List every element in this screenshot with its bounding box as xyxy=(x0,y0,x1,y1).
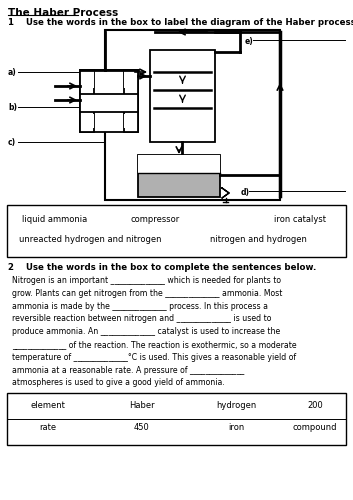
Text: e): e) xyxy=(245,37,254,46)
Text: 200: 200 xyxy=(307,401,323,410)
Text: ammonia at a reasonable rate. A pressure of ______________: ammonia at a reasonable rate. A pressure… xyxy=(12,366,244,374)
Text: atmospheres is used to give a good yield of ammonia.: atmospheres is used to give a good yield… xyxy=(12,378,225,388)
Bar xyxy=(82,70,94,88)
Text: 2    Use the words in the box to complete the sentences below.: 2 Use the words in the box to complete t… xyxy=(8,263,316,272)
Text: Nitrogen is an important ______________ which is needed for plants to: Nitrogen is an important ______________ … xyxy=(12,276,281,285)
Bar xyxy=(7,393,346,445)
Bar xyxy=(124,70,138,132)
Text: d): d) xyxy=(241,188,250,197)
Bar xyxy=(138,155,220,197)
Text: unreacted hydrogen and nitrogen: unreacted hydrogen and nitrogen xyxy=(19,235,161,244)
Bar xyxy=(138,155,220,173)
Bar xyxy=(80,70,138,132)
Text: hydrogen: hydrogen xyxy=(216,401,256,410)
Text: ______________ of the reaction. The reaction is exothermic, so a moderate: ______________ of the reaction. The reac… xyxy=(12,340,297,349)
Bar xyxy=(80,70,94,132)
Bar xyxy=(7,205,346,257)
Text: 1    Use the words in the box to label the diagram of the Haber process.: 1 Use the words in the box to label the … xyxy=(8,18,353,27)
Bar xyxy=(124,114,136,128)
Text: grow. Plants can get nitrogen from the ______________ ammonia. Most: grow. Plants can get nitrogen from the _… xyxy=(12,289,282,298)
Bar xyxy=(80,94,138,112)
Text: a): a) xyxy=(8,68,17,77)
Text: produce ammonia. An ______________ catalyst is used to increase the: produce ammonia. An ______________ catal… xyxy=(12,327,280,336)
Bar xyxy=(124,70,136,88)
Text: rate: rate xyxy=(40,423,56,432)
Text: The Haber Process: The Haber Process xyxy=(8,8,118,18)
Text: iron catalyst: iron catalyst xyxy=(274,215,326,224)
Text: temperature of ______________°C is used. This gives a reasonable yield of: temperature of ______________°C is used.… xyxy=(12,353,296,362)
Text: Haber: Haber xyxy=(129,401,155,410)
Text: nitrogen and hydrogen: nitrogen and hydrogen xyxy=(210,235,306,244)
Bar xyxy=(150,50,215,142)
Text: iron: iron xyxy=(228,423,244,432)
Text: c): c) xyxy=(8,138,16,147)
Bar xyxy=(82,114,94,128)
Text: b): b) xyxy=(8,103,17,112)
Text: compressor: compressor xyxy=(130,215,180,224)
Text: 450: 450 xyxy=(134,423,150,432)
Text: reversible reaction between nitrogen and ______________ is used to: reversible reaction between nitrogen and… xyxy=(12,314,271,324)
Bar xyxy=(105,30,280,200)
Text: liquid ammonia: liquid ammonia xyxy=(22,215,87,224)
Text: compound: compound xyxy=(293,423,337,432)
Text: element: element xyxy=(31,401,65,410)
Text: ammonia is made by the ______________ process. In this process a: ammonia is made by the ______________ pr… xyxy=(12,302,268,310)
